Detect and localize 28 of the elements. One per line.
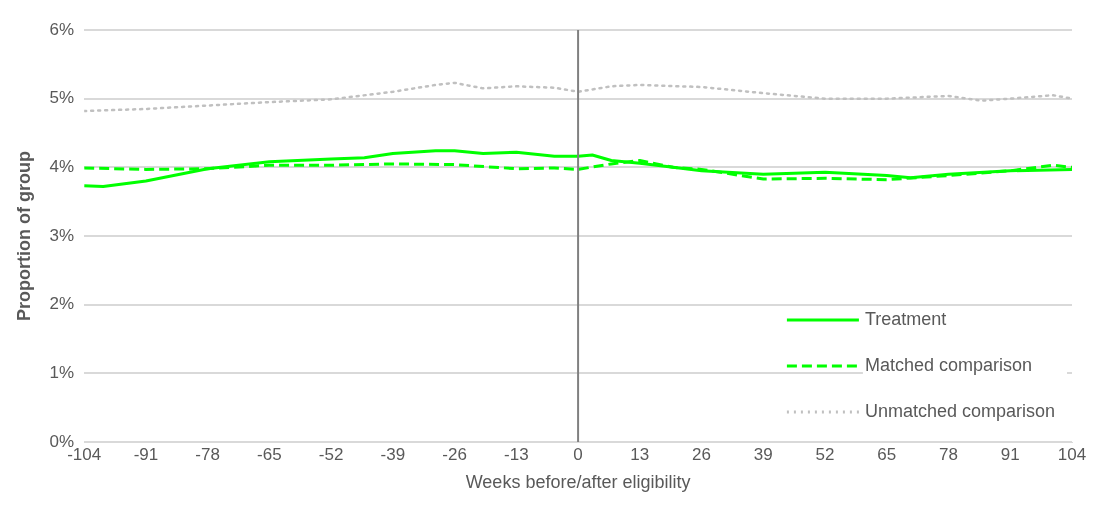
- x-tick-label: 13: [630, 444, 650, 464]
- line-series: [84, 81, 1072, 113]
- y-tick-label: 1%: [49, 363, 75, 383]
- x-tick-label: 104: [1057, 444, 1087, 464]
- x-tick-label: -26: [442, 444, 467, 464]
- x-tick-label: 65: [877, 444, 897, 464]
- y-tick-label: 3%: [49, 225, 75, 245]
- x-tick-label: -39: [380, 444, 406, 464]
- x-tick-label: -78: [195, 444, 220, 464]
- legend-label: Matched comparison: [864, 354, 1032, 375]
- y-axis-title: Proportion of group: [13, 151, 34, 321]
- x-tick-label: -91: [133, 444, 159, 464]
- y-tick-label: 5%: [49, 88, 75, 108]
- x-tick-label: -13: [504, 444, 529, 464]
- y-tick-label: 2%: [49, 294, 75, 314]
- x-tick-label: 91: [1000, 444, 1020, 464]
- x-tick-label: 78: [939, 444, 958, 464]
- x-tick-label: 39: [753, 444, 773, 464]
- x-tick-label: 26: [692, 444, 712, 464]
- y-tick-label: 6%: [49, 19, 75, 39]
- x-tick-label: -65: [257, 444, 282, 464]
- x-tick-label: 0: [573, 444, 583, 464]
- x-axis-title: Weeks before/after eligibility: [465, 472, 691, 493]
- legend-label: Unmatched comparison: [864, 400, 1055, 421]
- y-tick-label: 4%: [49, 157, 75, 177]
- x-tick-label: 52: [815, 444, 835, 464]
- legend-label: Treatment: [864, 308, 947, 329]
- x-tick-label: -52: [318, 444, 344, 464]
